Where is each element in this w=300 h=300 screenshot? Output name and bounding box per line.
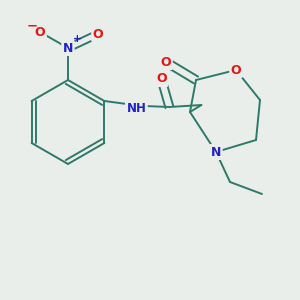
Text: O: O <box>161 56 171 68</box>
Text: N: N <box>63 41 73 55</box>
Text: O: O <box>35 26 45 38</box>
Text: +: + <box>73 34 82 44</box>
Text: −: − <box>27 20 38 33</box>
Text: O: O <box>156 73 167 85</box>
Text: O: O <box>231 64 241 76</box>
Text: O: O <box>93 28 103 40</box>
Text: NH: NH <box>126 101 146 115</box>
Text: N: N <box>211 146 221 158</box>
